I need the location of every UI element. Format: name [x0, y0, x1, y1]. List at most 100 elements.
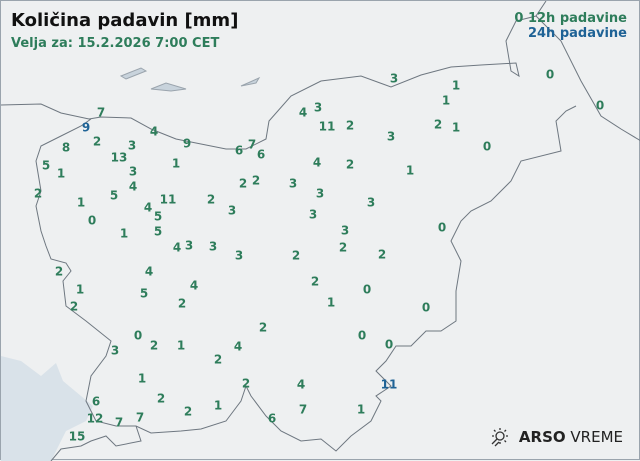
station-value: 3: [234, 248, 244, 263]
station-value: 3: [208, 239, 218, 254]
station-value: 2: [258, 320, 268, 335]
station-value: 11: [159, 192, 177, 207]
station-value: 1: [356, 402, 366, 417]
station-value: 4: [312, 155, 322, 170]
station-value: 7: [135, 410, 145, 425]
station-value: 2: [92, 134, 102, 149]
station-value: 6: [256, 147, 266, 162]
station-value: 7: [247, 137, 257, 152]
station-value: 0: [482, 139, 492, 154]
station-value: 5: [153, 224, 163, 239]
station-value: 2: [310, 274, 320, 289]
station-value: 3: [389, 71, 399, 86]
station-value: 9: [182, 136, 192, 151]
station-value: 3: [128, 164, 138, 179]
station-value: 3: [227, 203, 237, 218]
station-value: 4: [233, 339, 243, 354]
station-value: 3: [288, 176, 298, 191]
valid-time: Velja za: 15.2.2026 7:00 CET: [11, 36, 220, 51]
station-value: 0: [545, 67, 555, 82]
station-value: 6: [234, 143, 244, 158]
station-value: 1: [75, 282, 85, 297]
station-value: 2: [345, 118, 355, 133]
station-value: 5: [139, 286, 149, 301]
station-value: 4: [149, 124, 159, 139]
station-value: 2: [433, 117, 443, 132]
station-value: 2: [291, 248, 301, 263]
station-value: 3: [308, 207, 318, 222]
station-value: 4: [143, 200, 153, 215]
station-value: 3: [340, 223, 350, 238]
station-value: 3: [184, 238, 194, 253]
station-value: 0: [421, 300, 431, 315]
station-value: 11: [318, 119, 336, 134]
station-value: 2: [377, 247, 387, 262]
station-value: 11: [380, 377, 398, 392]
station-value: 2: [149, 338, 159, 353]
station-value: 2: [183, 404, 193, 419]
station-value: 1: [137, 371, 147, 386]
station-value: 3: [313, 100, 323, 115]
station-value: 1: [76, 195, 86, 210]
station-value: 7: [96, 105, 106, 120]
station-value: 6: [91, 394, 101, 409]
station-value: 2: [54, 264, 64, 279]
station-value: 12: [86, 411, 104, 426]
station-value: 1: [326, 295, 336, 310]
station-value: 2: [33, 186, 43, 201]
station-value: 0: [87, 213, 97, 228]
brand-bold: ARSO: [518, 428, 566, 446]
station-value: 3: [386, 129, 396, 144]
station-value: 0: [362, 282, 372, 297]
station-value: 2: [238, 176, 248, 191]
station-value: 7: [114, 415, 124, 430]
station-value: 4: [144, 264, 154, 279]
station-value: 1: [405, 163, 415, 178]
arso-vreme-logo: ARSO VREME: [489, 427, 623, 447]
station-value: 7: [298, 402, 308, 417]
station-value: 1: [451, 120, 461, 135]
station-value: 2: [206, 192, 216, 207]
station-value: 1: [176, 338, 186, 353]
station-value: 4: [298, 105, 308, 120]
station-value: 0: [384, 337, 394, 352]
station-value: 0: [595, 98, 605, 113]
station-value: 0: [357, 328, 367, 343]
legend: 0 12h padavine 24h padavine: [514, 11, 627, 41]
station-value: 2: [251, 173, 261, 188]
station-value: 2: [177, 296, 187, 311]
legend-marker: 0: [514, 11, 524, 26]
station-value: 1: [119, 226, 129, 241]
station-value: 4: [296, 377, 306, 392]
station-value: 13: [110, 150, 128, 165]
station-value: 0: [437, 220, 447, 235]
sun-rain-icon: [491, 428, 508, 447]
station-value: 9: [81, 120, 91, 135]
sea: [1, 356, 93, 461]
map-title: Količina padavin [mm]: [11, 10, 239, 31]
station-value: 1: [213, 398, 223, 413]
station-value: 2: [69, 299, 79, 314]
legend-12h: 12h padavine: [527, 11, 627, 26]
brand-normal: VREME: [570, 428, 623, 446]
station-value: 1: [441, 93, 451, 108]
station-value: 4: [128, 179, 138, 194]
station-value: 3: [127, 138, 137, 153]
station-value: 5: [109, 188, 119, 203]
station-value: 1: [171, 156, 181, 171]
station-value: 2: [241, 376, 251, 391]
lake: [119, 67, 261, 92]
station-value: 2: [338, 240, 348, 255]
station-value: 4: [189, 278, 199, 293]
station-value: 6: [267, 411, 277, 426]
station-value: 4: [172, 240, 182, 255]
station-value: 5: [41, 158, 51, 173]
station-value: 0: [133, 328, 143, 343]
station-value: 2: [345, 157, 355, 172]
station-value: 3: [315, 186, 325, 201]
station-value: 1: [56, 166, 66, 181]
legend-24h: 24h padavine: [527, 26, 627, 41]
